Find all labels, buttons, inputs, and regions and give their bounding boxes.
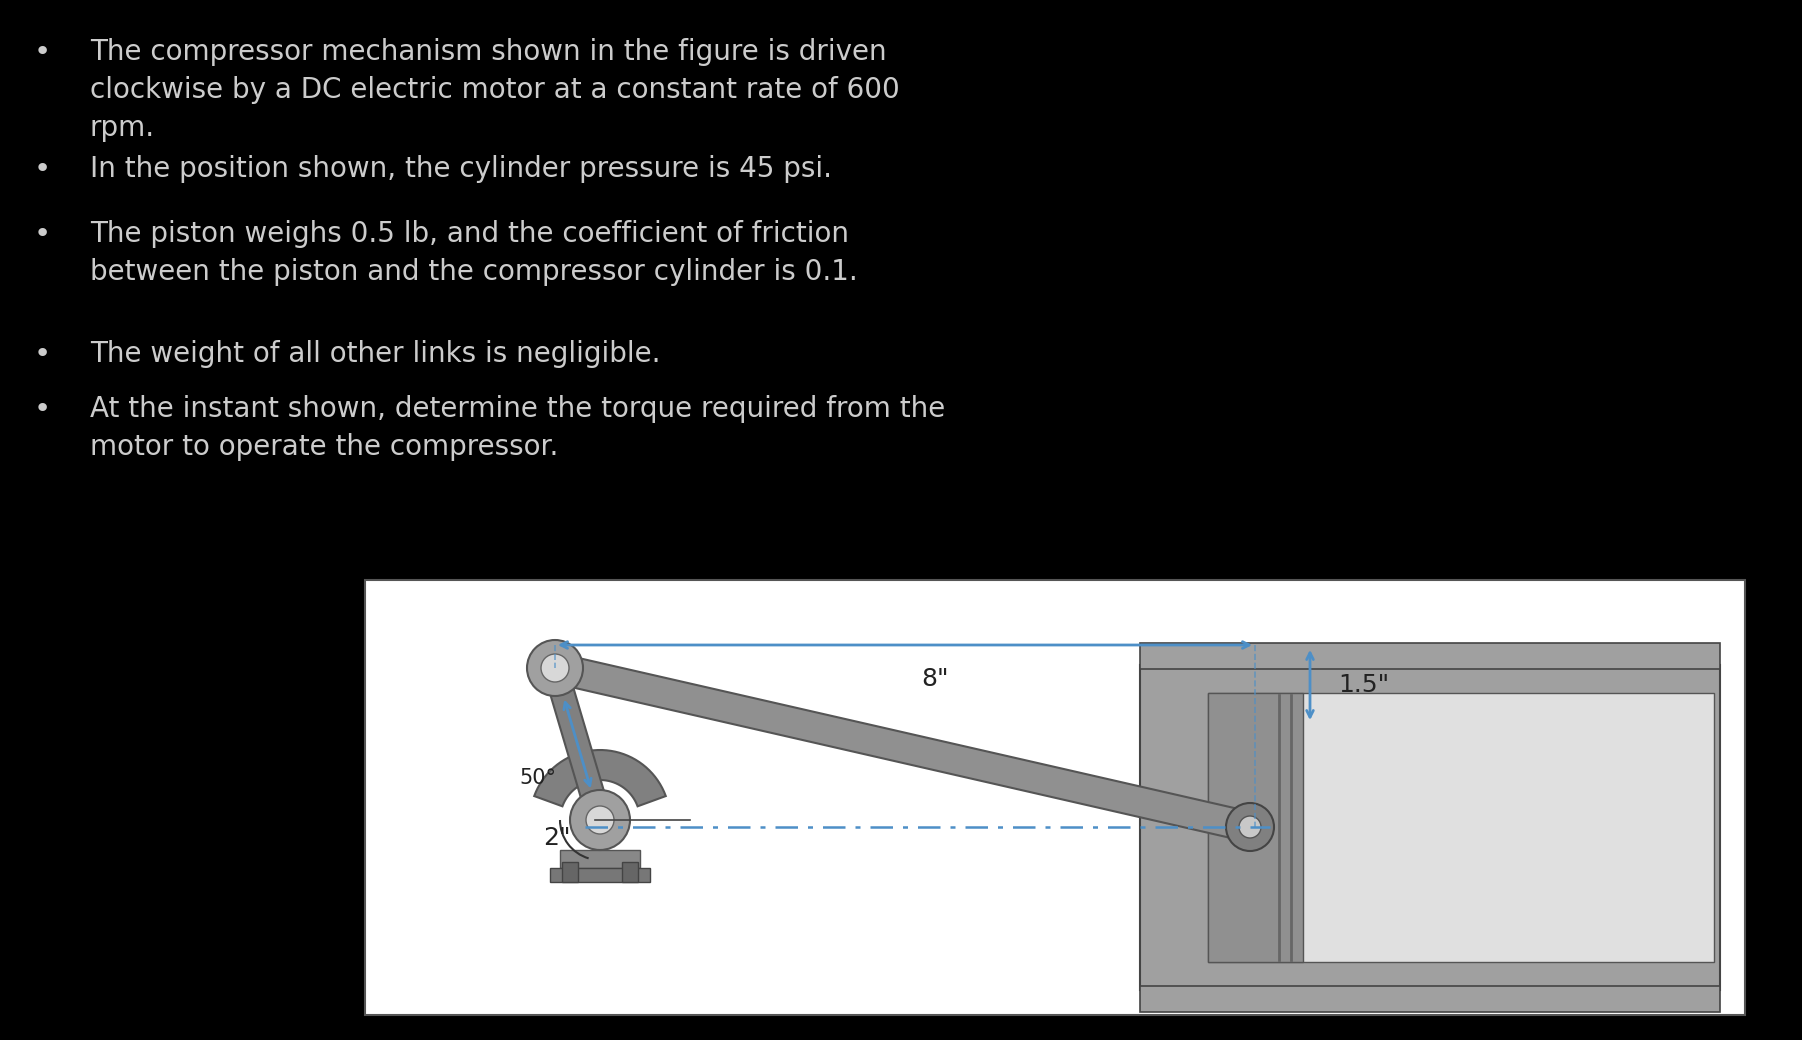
Circle shape [586,806,614,834]
Circle shape [569,790,631,850]
Text: 8": 8" [921,667,948,691]
Bar [1141,986,1719,1012]
Text: 50°: 50° [519,768,557,788]
Text: The weight of all other links is negligible.: The weight of all other links is negligi… [90,340,661,368]
Text: •: • [34,38,50,66]
Polygon shape [544,665,611,824]
Bar [366,580,1744,1015]
Text: In the position shown, the cylinder pressure is 45 psi.: In the position shown, the cylinder pres… [90,155,833,183]
Bar [550,868,651,882]
Text: •: • [34,155,50,183]
Bar [1141,665,1719,990]
Polygon shape [551,653,1254,841]
Bar [1207,693,1303,962]
Circle shape [1225,803,1274,851]
Text: •: • [34,395,50,423]
Polygon shape [533,750,665,806]
Text: At the instant shown, determine the torque required from the
motor to operate th: At the instant shown, determine the torq… [90,395,946,461]
Bar [1207,693,1714,962]
Bar [562,862,578,882]
Text: The piston weighs 0.5 lb, and the coefficient of friction
between the piston and: The piston weighs 0.5 lb, and the coeffi… [90,220,858,286]
Text: 1.5": 1.5" [1339,673,1389,697]
Bar [560,850,640,868]
Bar [1141,643,1719,669]
Text: •: • [34,340,50,368]
Circle shape [541,654,569,682]
Text: 2": 2" [542,826,569,851]
Circle shape [1240,816,1261,838]
Text: •: • [34,220,50,248]
Circle shape [526,640,584,696]
Text: The compressor mechanism shown in the figure is driven
clockwise by a DC electri: The compressor mechanism shown in the fi… [90,38,899,141]
Bar [622,862,638,882]
